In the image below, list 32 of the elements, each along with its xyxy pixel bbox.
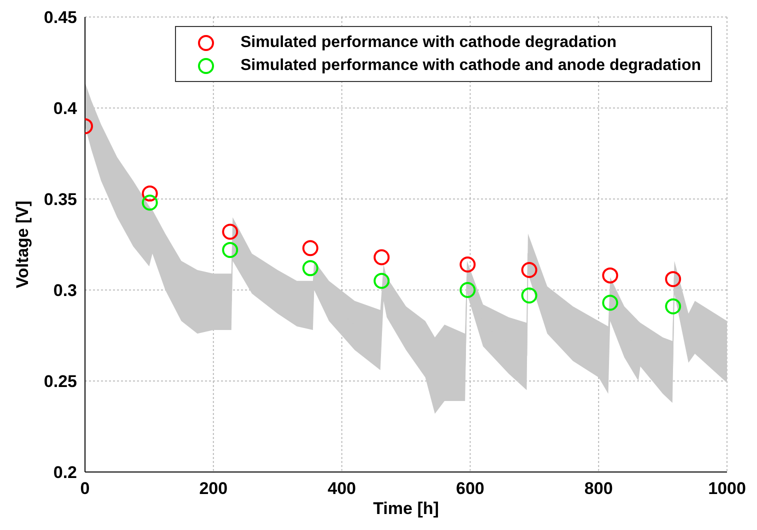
y-tick-label: 0.4: [53, 99, 78, 118]
y-tick-label: 0.45: [44, 8, 77, 28]
point: [602, 267, 618, 284]
point: [142, 186, 158, 202]
x-tick-label: 800: [584, 479, 613, 498]
point: [460, 256, 476, 273]
point: [222, 224, 238, 240]
point: [222, 242, 238, 258]
point: [302, 260, 318, 276]
x-tick-label: 0: [80, 479, 90, 498]
point: [521, 262, 538, 278]
legend-label: Simulated performance with cathode and anode degradation: [240, 56, 701, 74]
legend-label: Simulated performance with cathode degradation: [240, 34, 617, 52]
point: [665, 298, 682, 314]
point: [374, 272, 390, 289]
y-tick-label: 0.25: [44, 372, 77, 392]
y-tick-label: 0.3: [53, 281, 77, 300]
point: [521, 287, 538, 304]
x-tick-label: 200: [199, 479, 228, 498]
y-axis-title: Voltage [V]: [13, 200, 32, 288]
x-tick-label: 1000: [708, 479, 746, 498]
point: [374, 249, 390, 266]
y-tick-label: 0.2: [53, 463, 77, 482]
point: [665, 271, 682, 288]
x-axis-title: Time [h]: [373, 499, 439, 518]
y-tick-label: 0.35: [44, 190, 77, 210]
point: [302, 240, 318, 256]
point: [460, 282, 476, 298]
point: [602, 294, 618, 311]
x-tick-label: 600: [456, 479, 484, 498]
x-tick-label: 400: [328, 479, 356, 498]
point: [142, 194, 158, 211]
